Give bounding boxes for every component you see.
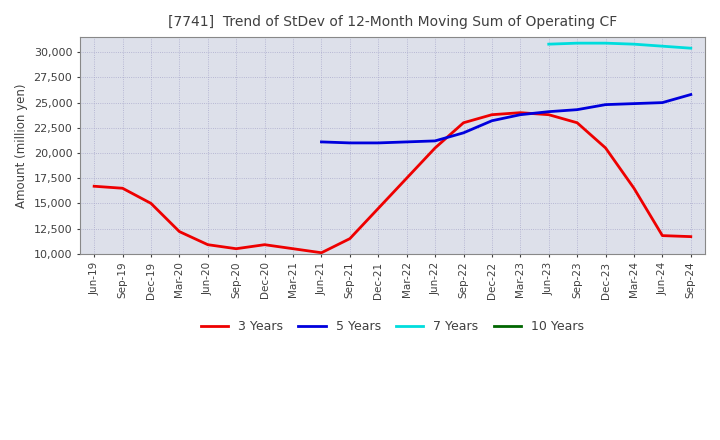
Y-axis label: Amount (million yen): Amount (million yen)	[15, 83, 28, 208]
3 Years	[261, 242, 269, 247]
3 Years	[402, 176, 411, 181]
3 Years	[346, 236, 354, 241]
5 Years	[346, 140, 354, 146]
3 Years	[431, 145, 439, 150]
5 Years	[317, 139, 325, 145]
3 Years	[516, 110, 525, 115]
3 Years	[289, 246, 297, 251]
3 Years	[658, 233, 667, 238]
3 Years	[487, 112, 496, 117]
7 Years	[686, 46, 695, 51]
5 Years	[630, 101, 639, 106]
3 Years	[573, 120, 582, 125]
5 Years	[544, 109, 553, 114]
3 Years	[118, 186, 127, 191]
3 Years	[459, 120, 468, 125]
7 Years	[601, 40, 610, 46]
7 Years	[544, 41, 553, 47]
7 Years	[573, 40, 582, 46]
3 Years	[204, 242, 212, 247]
5 Years	[431, 138, 439, 143]
5 Years	[601, 102, 610, 107]
3 Years	[175, 229, 184, 234]
3 Years	[90, 183, 99, 189]
Line: 3 Years: 3 Years	[94, 113, 690, 253]
Line: 5 Years: 5 Years	[321, 95, 690, 143]
5 Years	[487, 118, 496, 123]
3 Years	[147, 201, 156, 206]
Title: [7741]  Trend of StDev of 12-Month Moving Sum of Operating CF: [7741] Trend of StDev of 12-Month Moving…	[168, 15, 617, 29]
5 Years	[402, 139, 411, 145]
3 Years	[317, 250, 325, 255]
5 Years	[374, 140, 382, 146]
3 Years	[630, 186, 639, 191]
5 Years	[459, 130, 468, 136]
7 Years	[658, 44, 667, 49]
3 Years	[601, 145, 610, 150]
Line: 7 Years: 7 Years	[549, 43, 690, 48]
7 Years	[630, 41, 639, 47]
5 Years	[516, 112, 525, 117]
Legend: 3 Years, 5 Years, 7 Years, 10 Years: 3 Years, 5 Years, 7 Years, 10 Years	[196, 315, 589, 338]
5 Years	[686, 92, 695, 97]
5 Years	[573, 107, 582, 112]
3 Years	[374, 206, 382, 211]
3 Years	[544, 112, 553, 117]
5 Years	[658, 100, 667, 105]
3 Years	[232, 246, 240, 251]
3 Years	[686, 234, 695, 239]
